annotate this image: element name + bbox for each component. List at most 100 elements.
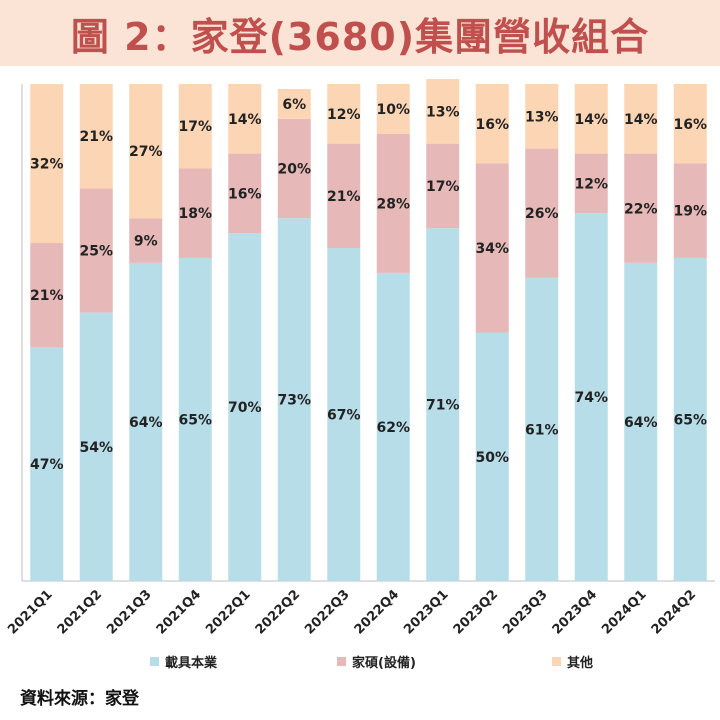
- data-label-2022Q2-s2: 6%: [282, 97, 306, 113]
- data-label-2024Q2-s2: 16%: [673, 117, 707, 133]
- data-label-2022Q1-s2: 14%: [228, 112, 262, 128]
- stacked-bar-chart: 47% 21% 32% 2021Q1 54% 25% 21% 2021Q2 64% 9% 27% 20…: [5, 79, 715, 638]
- x-tick-label-2021Q3: 2021Q3: [104, 587, 154, 637]
- bar-segment-2021Q1-s1: [30, 243, 64, 348]
- bar-segment-2021Q2-s0: [79, 312, 113, 581]
- data-label-2023Q1-s1: 17%: [426, 179, 460, 195]
- bar-segment-2023Q4-s2: [574, 84, 608, 154]
- data-label-2023Q1-s2: 13%: [426, 104, 460, 120]
- x-tick-label-2023Q2: 2023Q2: [451, 587, 501, 637]
- data-label-2023Q3-s0: 61%: [525, 422, 559, 438]
- bar-segment-2024Q1-s0: [624, 262, 658, 581]
- title-banner: 圖 2：家登(3680)集團營收組合: [0, 0, 720, 66]
- bar-segment-2023Q4-s1: [574, 153, 608, 214]
- data-label-2021Q4-s0: 65%: [178, 412, 212, 428]
- bar-segment-2021Q4-s1: [178, 168, 212, 258]
- bar-segment-2023Q3-s0: [525, 277, 559, 581]
- x-tick-label-2021Q1: 2021Q1: [5, 587, 55, 637]
- bar-segment-2021Q2-s1: [79, 188, 113, 313]
- bar-segment-2023Q1-s0: [426, 228, 460, 581]
- data-label-2021Q3-s0: 64%: [129, 415, 163, 431]
- data-label-2024Q1-s2: 14%: [624, 112, 658, 128]
- x-tick-label-2021Q2: 2021Q2: [55, 587, 105, 637]
- x-tick-label-2022Q4: 2022Q4: [352, 587, 402, 637]
- data-label-2022Q2-s0: 73%: [277, 393, 311, 409]
- bar-segment-2022Q1-s2: [228, 84, 262, 154]
- bar-segment-2023Q2-s2: [475, 84, 509, 164]
- bar-segment-2023Q1-s1: [426, 143, 460, 229]
- x-tick-label-2023Q3: 2023Q3: [500, 587, 550, 637]
- bar-segment-2023Q2-s0: [475, 332, 509, 581]
- data-label-2023Q3-s1: 26%: [525, 206, 559, 222]
- data-label-2021Q1-s1: 21%: [30, 288, 64, 304]
- data-label-2022Q1-s1: 16%: [228, 186, 262, 202]
- bar-segment-2022Q3-s2: [327, 84, 361, 144]
- bar-segment-2022Q1-s1: [228, 153, 262, 234]
- bar-segment-2021Q4-s0: [178, 257, 212, 581]
- bar-segment-2022Q3-s0: [327, 248, 361, 581]
- legend-label-other: 其他: [567, 656, 594, 671]
- x-tick-label-2022Q2: 2022Q2: [253, 587, 303, 637]
- data-label-2023Q4-s1: 12%: [574, 176, 608, 192]
- data-label-2022Q3-s1: 21%: [327, 189, 361, 205]
- x-tick-label-2023Q1: 2023Q1: [401, 587, 451, 637]
- x-tick-label-2022Q1: 2022Q1: [203, 587, 253, 637]
- legend-label-equipment: 家碩(設備): [352, 656, 416, 671]
- data-label-2023Q4-s2: 14%: [574, 112, 608, 128]
- bar-segment-2022Q4-s1: [376, 133, 410, 273]
- bar-segment-2023Q4-s0: [574, 213, 608, 581]
- data-label-2021Q1-s0: 47%: [30, 457, 64, 473]
- legend-item-equipment: 家碩(設備): [337, 652, 416, 671]
- data-label-2024Q2-s0: 65%: [673, 412, 707, 428]
- bar-segment-2024Q2-s0: [673, 257, 707, 581]
- data-label-2024Q1-s1: 22%: [624, 201, 658, 217]
- data-label-2023Q4-s0: 74%: [574, 390, 608, 406]
- bar-segment-2022Q3-s1: [327, 143, 361, 249]
- bar-segment-2024Q2-s2: [673, 84, 707, 164]
- legend-swatch-other: [552, 657, 561, 666]
- bar-segment-2022Q2-s0: [277, 218, 311, 581]
- x-tick-label-2024Q2: 2024Q2: [649, 587, 699, 637]
- legend-item-carrier: 載具本業: [150, 652, 217, 671]
- data-label-2023Q1-s0: 71%: [426, 398, 460, 414]
- data-label-2022Q3-s0: 67%: [327, 408, 361, 424]
- x-tick-label-2021Q4: 2021Q4: [154, 587, 204, 637]
- legend: 載具本業 家碩(設備) 其他: [0, 652, 720, 674]
- bar-segment-2021Q3-s1: [129, 218, 163, 263]
- bar-segment-2022Q2-s1: [277, 118, 311, 219]
- bar-segment-2024Q2-s1: [673, 163, 707, 258]
- data-label-2021Q1-s2: 32%: [30, 157, 64, 173]
- data-label-2023Q3-s2: 13%: [525, 109, 559, 125]
- x-tick-label-2023Q4: 2023Q4: [550, 587, 600, 637]
- bar-segment-2024Q1-s2: [624, 84, 658, 154]
- data-label-2021Q3-s2: 27%: [129, 144, 163, 160]
- bar-segment-2024Q1-s1: [624, 153, 658, 263]
- data-label-2021Q4-s1: 18%: [178, 206, 212, 222]
- x-tick-label-2022Q3: 2022Q3: [302, 587, 352, 637]
- legend-swatch-carrier: [150, 657, 159, 666]
- data-label-2024Q2-s1: 19%: [673, 204, 707, 220]
- data-label-2023Q2-s2: 16%: [475, 117, 509, 133]
- data-label-2022Q4-s2: 10%: [376, 102, 410, 118]
- bar-segment-2021Q4-s2: [178, 84, 212, 169]
- bar-segment-2023Q3-s1: [525, 148, 559, 278]
- bar-segment-2021Q1-s2: [30, 84, 64, 244]
- bar-segment-2022Q2-s2: [277, 88, 311, 119]
- bar-segment-2022Q4-s2: [376, 84, 410, 134]
- legend-label-carrier: 載具本業: [165, 656, 218, 671]
- bar-segment-2023Q2-s1: [475, 163, 509, 333]
- data-label-2021Q2-s0: 54%: [79, 440, 113, 456]
- bar-segment-2023Q1-s2: [426, 79, 460, 144]
- data-label-2021Q2-s2: 21%: [79, 129, 113, 145]
- bar-segment-2021Q2-s2: [79, 84, 113, 189]
- bar-segment-2022Q4-s0: [376, 272, 410, 581]
- bar-segment-2021Q3-s0: [129, 262, 163, 581]
- data-label-2024Q1-s0: 64%: [624, 415, 658, 431]
- source-note: 資料來源：家登: [20, 689, 139, 709]
- bar-segment-2021Q3-s2: [129, 84, 163, 219]
- legend-item-other: 其他: [552, 652, 593, 671]
- data-label-2022Q4-s1: 28%: [376, 196, 410, 212]
- data-label-2023Q2-s1: 34%: [475, 241, 509, 257]
- data-label-2021Q3-s1: 9%: [134, 234, 158, 250]
- x-tick-label-2024Q1: 2024Q1: [599, 587, 649, 637]
